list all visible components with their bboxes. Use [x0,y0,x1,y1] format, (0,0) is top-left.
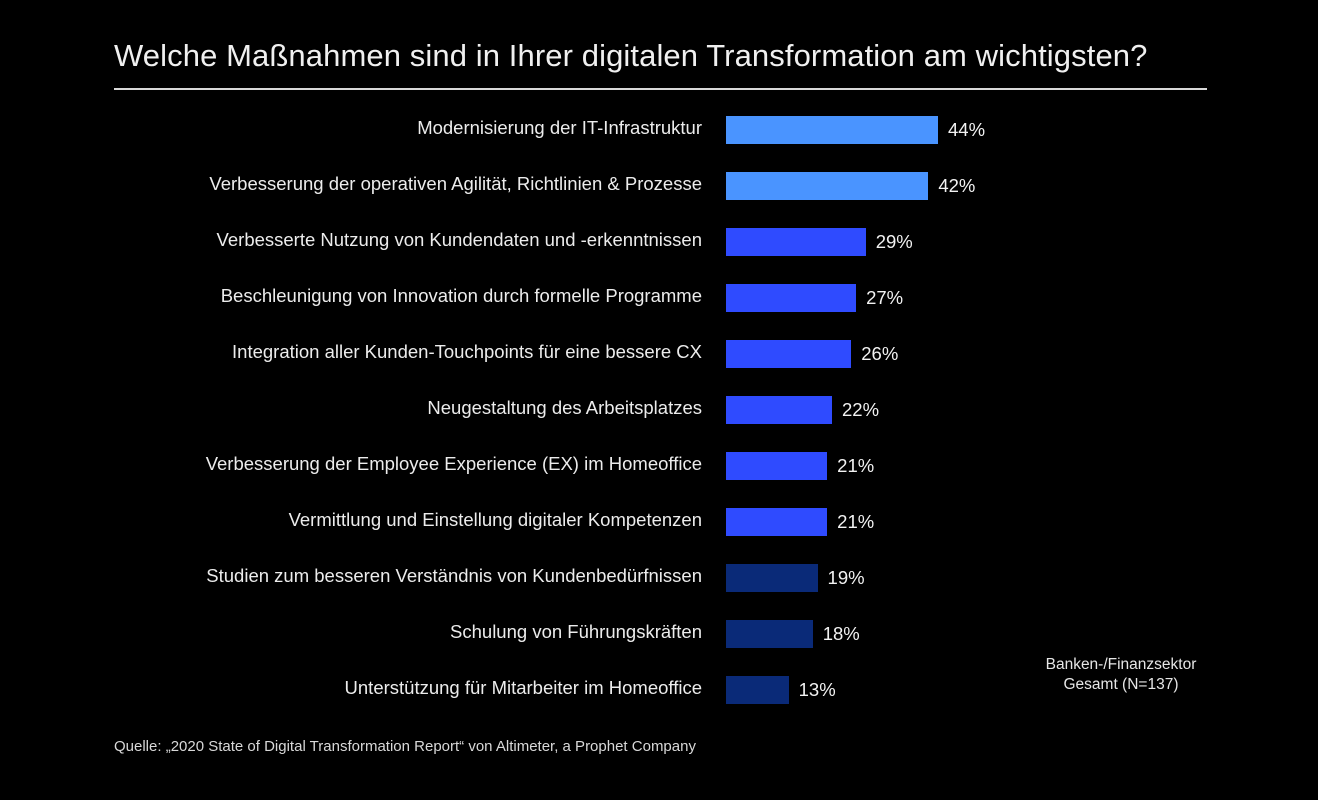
bar [726,396,832,424]
value-label: 13% [798,679,836,700]
category-label: Neugestaltung des Arbeitsplatzes [427,397,702,418]
category-label: Modernisierung der IT-Infrastruktur [417,117,702,138]
value-label: 18% [822,623,860,644]
bar [726,676,789,704]
bar [726,564,818,592]
value-label: 22% [842,399,880,420]
category-label: Unterstützung für Mitarbeiter im Homeoff… [344,677,702,698]
value-label: 44% [948,119,986,140]
legend-line-2: Gesamt (N=137) [1063,676,1179,693]
bar [726,620,813,648]
legend-line-1: Banken-/Finanzsektor [1045,656,1197,673]
category-label: Beschleunigung von Innovation durch form… [220,285,702,306]
value-label: 26% [861,343,899,364]
title-divider [114,88,1207,90]
value-label: 21% [837,511,875,532]
category-label: Vermittlung und Einstellung digitaler Ko… [288,509,702,530]
category-label: Verbesserung der Employee Experience (EX… [205,453,702,474]
bar [726,452,828,480]
chart-title: Welche Maßnahmen sind in Ihrer digitalen… [114,38,1148,73]
bar [726,508,828,536]
category-label: Integration aller Kunden-Touchpoints für… [232,341,702,362]
category-label: Studien zum besseren Verständnis von Kun… [206,565,702,586]
bar [726,284,857,312]
value-label: 29% [875,231,913,252]
value-label: 27% [866,287,904,308]
value-label: 42% [938,175,976,196]
bar [726,172,929,200]
category-label: Schulung von Führungskräften [450,621,702,642]
bar [726,116,938,144]
bar [726,340,852,368]
source-note: Quelle: „2020 State of Digital Transform… [114,738,696,755]
legend: Banken-/Finanzsektor Gesamt (N=137) [1000,655,1242,695]
category-label: Verbesserte Nutzung von Kundendaten und … [216,229,702,250]
value-label: 21% [837,455,875,476]
bar [726,228,866,256]
category-label: Verbesserung der operativen Agilität, Ri… [209,173,702,194]
value-label: 19% [827,567,865,588]
